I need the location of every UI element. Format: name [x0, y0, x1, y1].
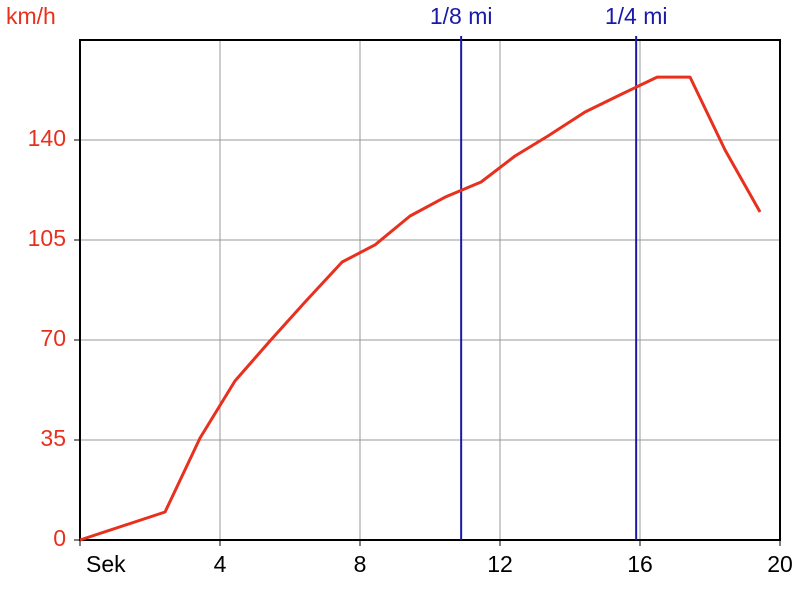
x-tick-label: 4	[214, 551, 227, 577]
y-tick-label: 70	[40, 325, 66, 351]
y-tick-label: 0	[53, 525, 66, 551]
x-tick-label: 8	[354, 551, 367, 577]
x-tick-label: Sek	[86, 551, 126, 577]
distance-marker-label: 1/8 mi	[430, 3, 493, 29]
y-tick-label: 105	[28, 225, 66, 251]
x-tick-label: 12	[487, 551, 513, 577]
y-axis-label: km/h	[6, 3, 56, 29]
y-tick-label: 35	[40, 425, 66, 451]
speed-line	[79, 75, 762, 542]
x-tick-label: 20	[767, 551, 793, 577]
y-tick-label: 140	[28, 125, 66, 151]
distance-marker-label: 1/4 mi	[605, 3, 668, 29]
plot-frame	[79, 39, 781, 541]
x-tick-label: 16	[627, 551, 653, 577]
